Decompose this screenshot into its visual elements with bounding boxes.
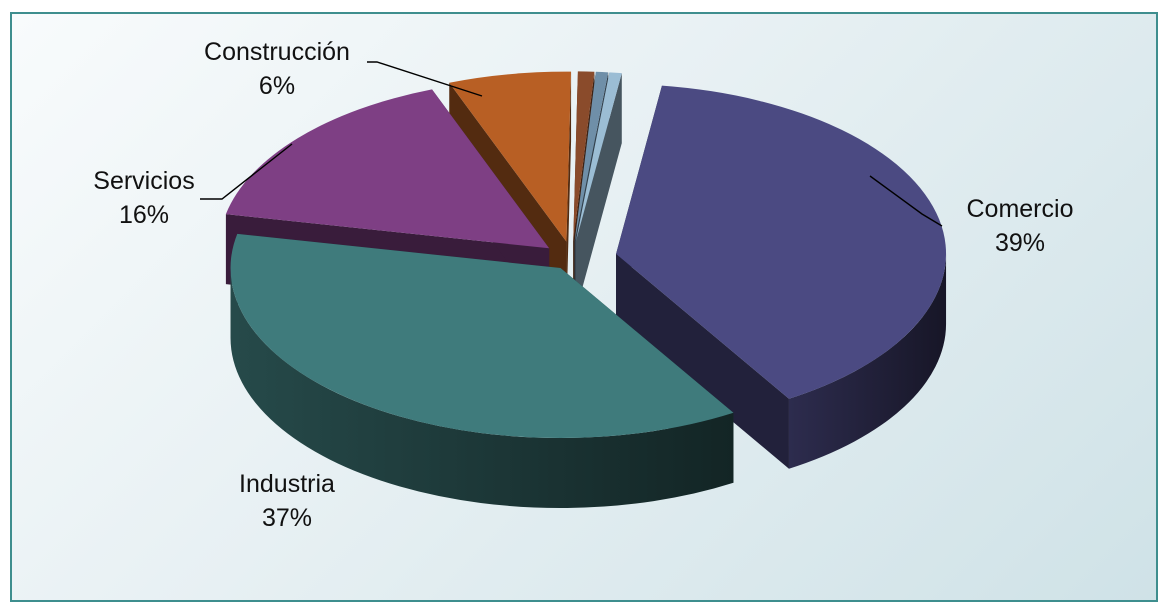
slice-top-other-4 bbox=[573, 71, 595, 242]
slice-top-servicios bbox=[225, 89, 550, 249]
leader-line bbox=[200, 143, 293, 200]
slice-percent-label: 39% bbox=[995, 229, 1045, 257]
slice-side-wall bbox=[566, 71, 572, 312]
leader-line bbox=[869, 175, 943, 227]
leader-line bbox=[367, 61, 483, 97]
pie-chart: Comercio 39% Industria 37% Servicios 16% Const… bbox=[93, 38, 1073, 532]
labels-layer: Comercio 39% Industria 37% Servicios 16% Const… bbox=[93, 38, 1073, 532]
slice-top-other-5 bbox=[574, 71, 609, 242]
slice-label: Construcción bbox=[204, 38, 350, 66]
slice-label: Servicios bbox=[93, 167, 194, 195]
slice-percent-label: 37% bbox=[262, 504, 312, 532]
slice-label: Comercio bbox=[967, 195, 1074, 223]
slice-percent-label: 6% bbox=[259, 72, 295, 100]
pie-slice bbox=[230, 233, 734, 509]
slice-top-industria bbox=[230, 233, 734, 439]
slice-top-comercio bbox=[616, 85, 947, 399]
pie-slice bbox=[575, 72, 622, 312]
slice-side-wall bbox=[575, 73, 622, 312]
slice-outer-wall bbox=[788, 253, 947, 469]
slice-top-construcción bbox=[449, 71, 572, 242]
slice-top-other-6 bbox=[575, 72, 622, 242]
pie-slice bbox=[616, 85, 947, 469]
slice-percent-label: 16% bbox=[119, 201, 169, 229]
slice-label: Industria bbox=[239, 470, 335, 498]
chart-frame: Comercio 39% Industria 37% Servicios 16% Const… bbox=[10, 12, 1158, 602]
slices-layer bbox=[225, 71, 947, 509]
slice-side-wall bbox=[616, 253, 789, 469]
slice-outer-wall bbox=[230, 268, 734, 509]
